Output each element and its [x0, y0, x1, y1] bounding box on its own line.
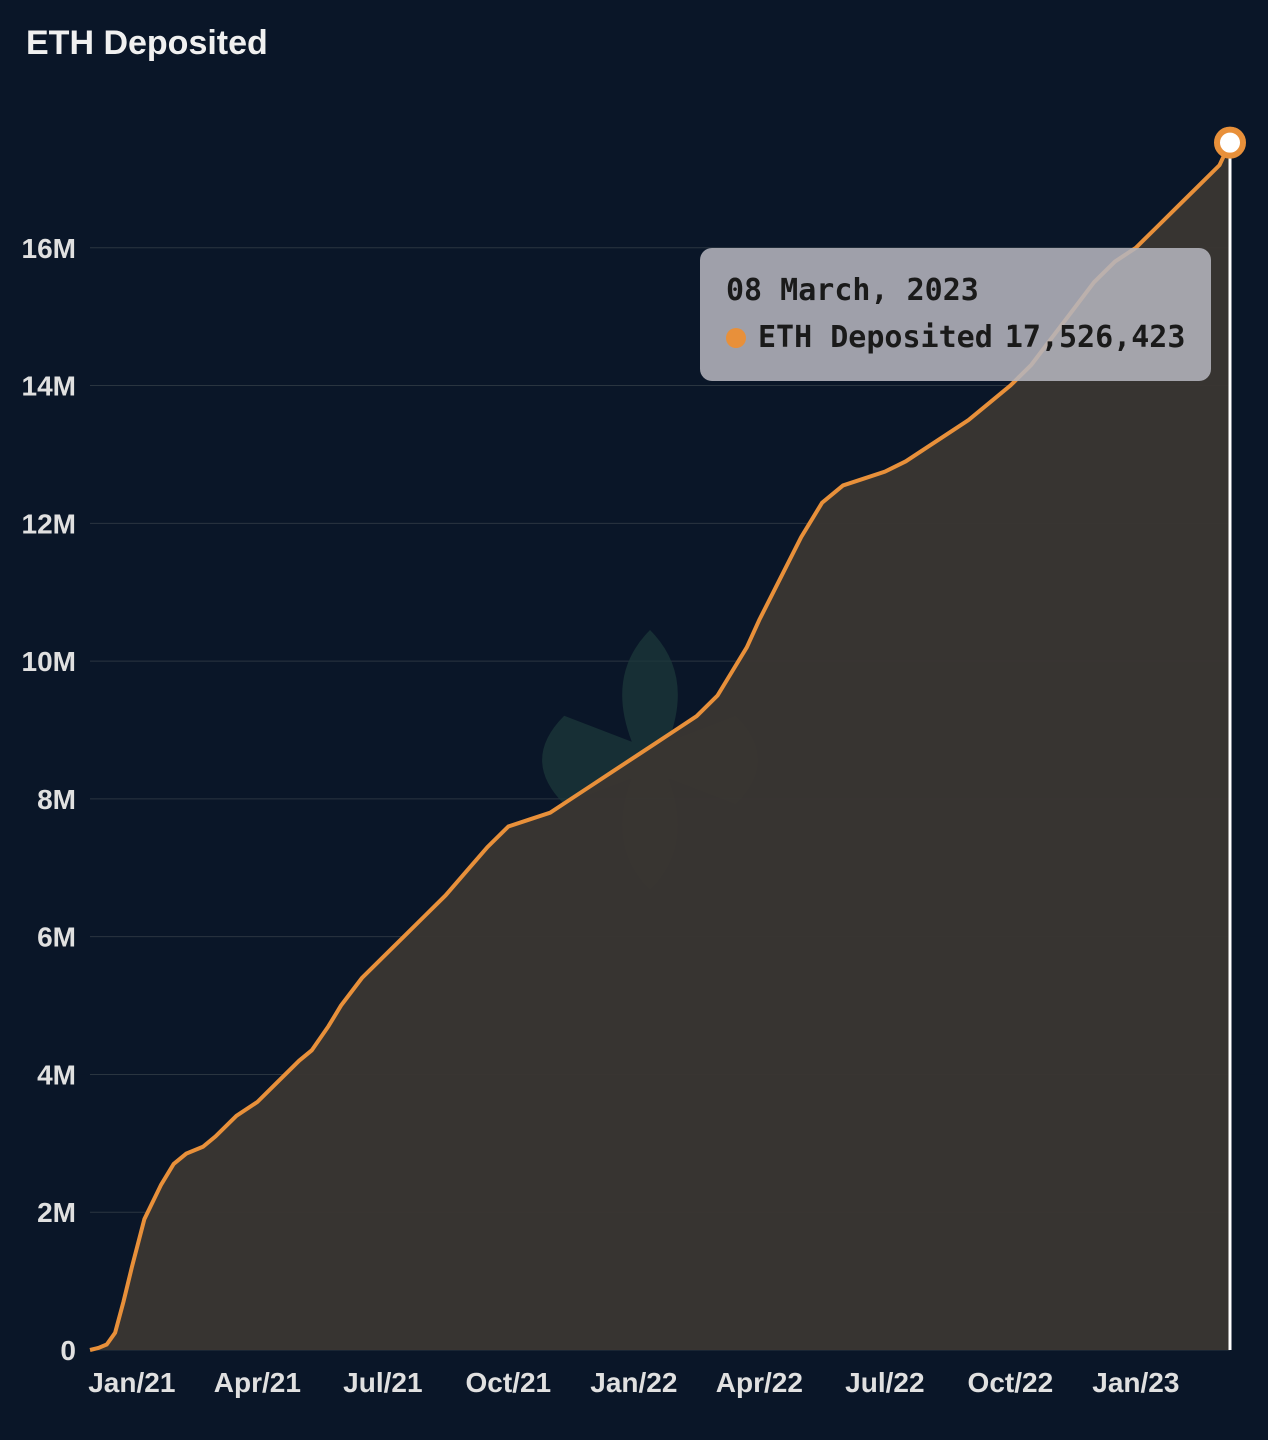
tooltip-date: 08 March, 2023 — [726, 268, 979, 315]
svg-text:Oct/21: Oct/21 — [466, 1367, 552, 1398]
svg-text:14M: 14M — [22, 371, 76, 402]
svg-text:12M: 12M — [22, 508, 76, 539]
chart-container: ETH Deposited 0 2M 4M 6M 8M 10M 12M 14M 16M Jan/… — [0, 0, 1268, 1440]
svg-text:Jan/22: Jan/22 — [590, 1367, 677, 1398]
svg-text:Jan/23: Jan/23 — [1092, 1367, 1179, 1398]
tooltip-series-value: 17,526,423 — [1005, 315, 1186, 362]
svg-text:Oct/22: Oct/22 — [968, 1367, 1054, 1398]
svg-text:Jul/22: Jul/22 — [845, 1367, 924, 1398]
tooltip-date-row: 08 March, 2023 — [726, 268, 1185, 315]
svg-text:4M: 4M — [37, 1059, 76, 1090]
chart-tooltip: 08 March, 2023 ETH Deposited 17,526,423 — [700, 248, 1211, 381]
tooltip-series-label: ETH Deposited — [758, 315, 993, 362]
y-axis-labels: 0 2M 4M 6M 8M 10M 12M 14M 16M — [22, 233, 76, 1366]
tooltip-series-row: ETH Deposited 17,526,423 — [726, 315, 1185, 362]
svg-text:10M: 10M — [22, 646, 76, 677]
svg-text:Apr/21: Apr/21 — [214, 1367, 301, 1398]
svg-text:Jan/21: Jan/21 — [88, 1367, 175, 1398]
svg-text:8M: 8M — [37, 784, 76, 815]
chart-svg[interactable]: 0 2M 4M 6M 8M 10M 12M 14M 16M Jan/21 Apr/21 Jul/21… — [0, 0, 1268, 1440]
svg-text:6M: 6M — [37, 922, 76, 953]
x-axis-labels: Jan/21 Apr/21 Jul/21 Oct/21 Jan/22 Apr/22 Jul/… — [88, 1367, 1179, 1398]
svg-text:2M: 2M — [37, 1197, 76, 1228]
svg-text:0: 0 — [60, 1335, 76, 1366]
svg-text:16M: 16M — [22, 233, 76, 264]
svg-text:Jul/21: Jul/21 — [343, 1367, 422, 1398]
tooltip-series-dot-icon — [726, 328, 746, 348]
svg-text:Apr/22: Apr/22 — [716, 1367, 803, 1398]
